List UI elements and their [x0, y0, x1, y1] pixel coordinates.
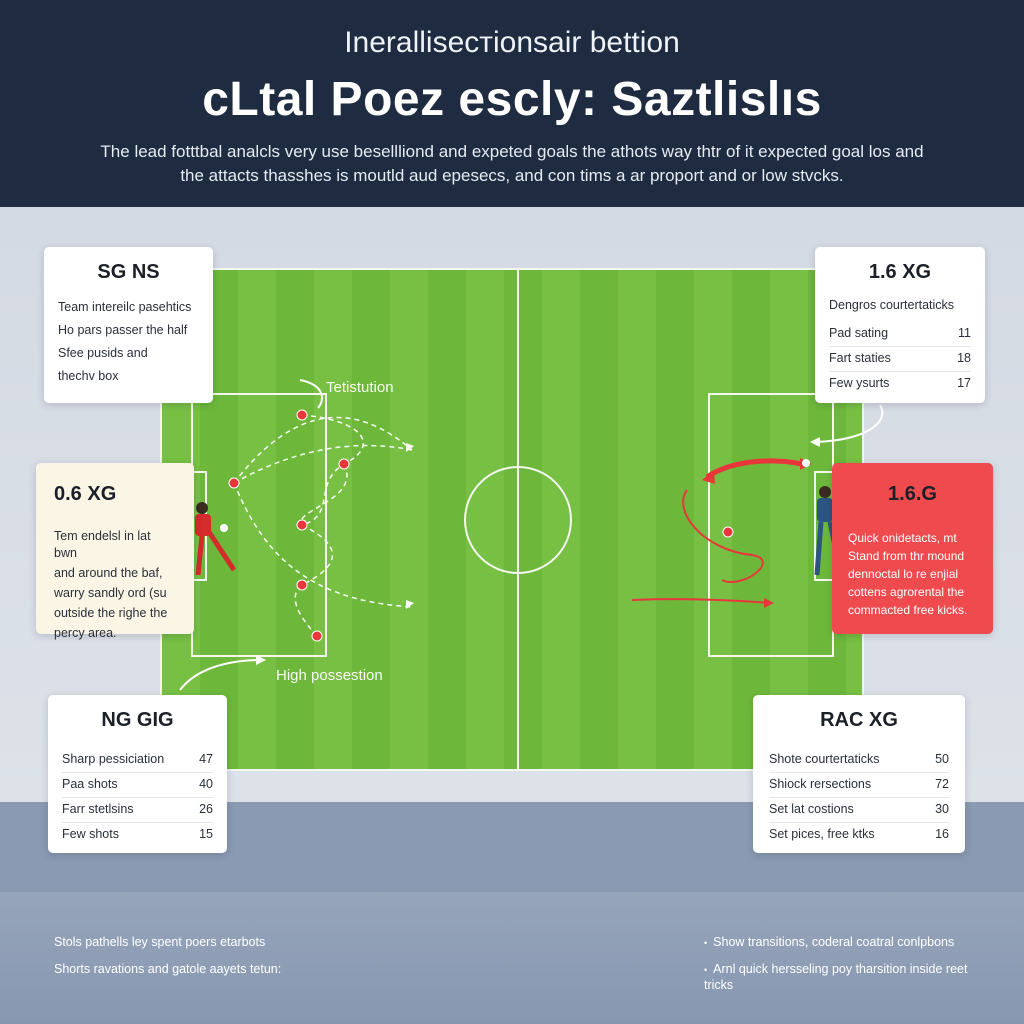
stat-label: Paa shots: [62, 777, 118, 791]
stat-value: 30: [935, 802, 949, 816]
bullet-icon: •: [704, 938, 708, 948]
counter-arrow-heads: [702, 458, 812, 608]
card-line: and around the baf,: [54, 566, 163, 580]
shot-markers: [228, 409, 734, 642]
stat-value: 17: [957, 376, 971, 390]
stat-label: Set lat costions: [769, 802, 854, 816]
stat-value: 50: [935, 752, 949, 766]
player-left: [195, 502, 237, 576]
card-line: commacted free kicks.: [848, 603, 968, 617]
stat-row: Few ysurts 17: [829, 372, 971, 396]
card-line: percy area.: [54, 626, 117, 640]
card-line: Ho pars passer the half: [58, 323, 188, 337]
card-line: outside the righe the: [54, 606, 168, 620]
card-title: RAC XG: [820, 709, 898, 731]
stat-row: Fart staties 18: [829, 347, 971, 372]
card-title: 0.6 XG: [54, 483, 117, 505]
stat-label: Shote courtertaticks: [769, 752, 880, 766]
stat-label: Few shots: [62, 827, 119, 841]
card-high-xg: 1.6.G Quick onidetacts, mt Stand from th…: [832, 463, 993, 634]
card-line: Stand from thr mound: [848, 549, 965, 563]
stat-row: Shiock rersections 72: [769, 773, 949, 798]
intro-text: The lead fotttbal analcls very use besel…: [100, 142, 924, 185]
centre-circle: [464, 466, 572, 574]
stat-row: Set pices, free ktks 16: [769, 823, 949, 847]
stat-label: Shiock rersections: [769, 777, 872, 791]
card-title: NG GIG: [101, 709, 174, 731]
stat-label: Fart staties: [829, 351, 891, 365]
card-team-patterns: SG NS Team intereilc pasehtics Ho pars p…: [44, 247, 213, 403]
card-line: Tem endelsl in lat bwn: [54, 529, 151, 560]
footer-band: [0, 892, 1024, 1024]
card-line: Sfee pusids and: [58, 346, 148, 360]
stat-value: 40: [199, 777, 213, 791]
pitch-label-top: Tetistution: [326, 379, 394, 396]
stat-row: Sharp pessiciation 47: [62, 748, 213, 773]
card-low-xg: 0.6 XG Tem endelsl in lat bwn and around…: [36, 463, 194, 640]
stat-row: Shote courtertaticks 50: [769, 748, 949, 773]
stat-label: Farr stetlsins: [62, 802, 134, 816]
stat-value: 11: [958, 326, 971, 340]
footer-note-right-2: • Arnl quick hersseling poy tharsition in…: [704, 962, 994, 993]
card-line: Team intereilc pasehtics: [58, 300, 192, 314]
stat-value: 26: [199, 802, 213, 816]
footer-note-text: Arnl quick hersseling poy tharsition ins…: [704, 962, 968, 992]
header-kicker: Ineralliseстionsair bettion: [344, 26, 680, 59]
football-pitch: [160, 268, 864, 771]
card-counter-stats: RAC XG Shote courtertaticks 50 Shiock rer…: [753, 695, 965, 853]
stat-row: Few shots 15: [62, 823, 213, 847]
passing-paths: [233, 414, 413, 637]
pitch-label-bottom: High possestion: [276, 667, 383, 684]
card-line: thechv box: [58, 369, 119, 383]
footer-note-text: Show transitions, coderal coatral conlpb…: [713, 935, 955, 949]
stat-value: 15: [199, 827, 213, 841]
stat-row: Farr stetlsins 26: [62, 798, 213, 823]
card-line: dennoctal lo re enjial: [848, 567, 959, 581]
bullet-icon: •: [704, 965, 708, 975]
header: Ineralliseстionsair bettion cLtal Poez e…: [0, 0, 1024, 207]
stat-row: Paa shots 40: [62, 773, 213, 798]
stat-label: Few ysurts: [829, 376, 890, 390]
card-title: 1.6.G: [888, 483, 937, 505]
footer-note-left-1: Stols pathells ley spent poers etarbots: [54, 935, 266, 949]
arrow-heads: [406, 443, 414, 609]
stat-label: Set pices, free ktks: [769, 827, 875, 841]
stat-value: 18: [957, 351, 971, 365]
card-subtitle: Dengros courtertaticks: [829, 298, 955, 312]
card-title: 1.6 XG: [868, 261, 932, 283]
player-right: [802, 459, 841, 576]
page-title: cLtal Poez escly: Saztlislıs: [202, 73, 822, 126]
card-line: warry sandly ord (su: [54, 586, 167, 600]
stat-row: Set lat costions 30: [769, 798, 949, 823]
stat-value: 72: [935, 777, 949, 791]
counterattack-paths: [631, 458, 803, 604]
stat-label: Sharp pessiciation: [62, 752, 165, 766]
stat-value: 16: [935, 827, 949, 841]
card-title: SG NS: [97, 261, 160, 283]
footer-note-right-1: • Show transitions, coderal coatral conlp…: [704, 935, 994, 951]
stat-value: 47: [199, 752, 213, 766]
stat-row: Pad sating 11: [829, 322, 971, 347]
stat-label: Pad sating: [829, 326, 889, 340]
card-line: cottens agrorental the: [848, 585, 965, 599]
card-counterattack-xg: 1.6 XG Dengros courtertaticks Pad sating…: [815, 247, 985, 403]
footer-note-left-2: Shorts ravations and gatole aayets tetun…: [54, 962, 282, 976]
card-possession-stats: NG GIG Sharp pessiciation 47 Paa shots 40 …: [48, 695, 227, 853]
card-line: Quick onidetacts, mt: [848, 531, 957, 545]
